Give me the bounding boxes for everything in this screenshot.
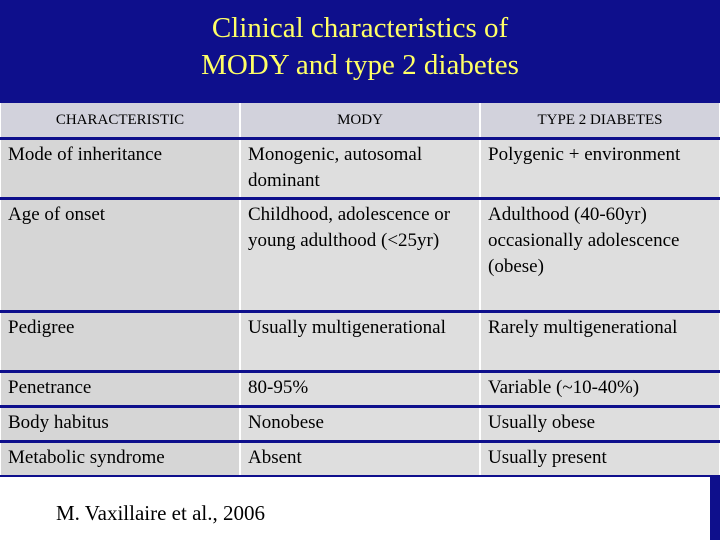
header-type2: TYPE 2 DIABETES <box>480 103 720 137</box>
cell-type2: Variable (~10-40%) <box>480 373 720 405</box>
cell-type2: Adulthood (40-60yr) occasionally adolesc… <box>480 200 720 310</box>
slide-title-line2: MODY and type 2 diabetes <box>201 49 519 81</box>
slide-title-line1: Clinical characteristics of <box>211 12 509 44</box>
slide-title: Clinical characteristics of MODY and typ… <box>0 10 720 84</box>
cell-mody: Absent <box>240 443 480 475</box>
table-row: Penetrance 80-95% Variable (~10-40%) <box>0 373 720 405</box>
cell-characteristic: Penetrance <box>0 373 240 405</box>
header-characteristic: CHARACTERISTIC <box>0 103 240 137</box>
table-row: Metabolic syndrome Absent Usually presen… <box>0 443 720 475</box>
cell-characteristic: Age of onset <box>0 200 240 310</box>
cell-mody: Monogenic, autosomal dominant <box>240 140 480 197</box>
cell-type2: Polygenic + environment <box>480 140 720 197</box>
cell-type2: Rarely multigenerational <box>480 313 720 370</box>
table-row: Age of onset Childhood, adolescence or y… <box>0 200 720 310</box>
header-mody: MODY <box>240 103 480 137</box>
table-row: Pedigree Usually multigenerational Rarel… <box>0 313 720 370</box>
cell-type2: Usually obese <box>480 408 720 440</box>
cell-characteristic: Metabolic syndrome <box>0 443 240 475</box>
cell-characteristic: Body habitus <box>0 408 240 440</box>
cell-mody: Usually multigenerational <box>240 313 480 370</box>
table-header-row: CHARACTERISTIC MODY TYPE 2 DIABETES <box>0 103 720 137</box>
cell-characteristic: Pedigree <box>0 313 240 370</box>
comparison-table-container: CHARACTERISTIC MODY TYPE 2 DIABETES Mode… <box>0 100 720 478</box>
citation: M. Vaxillaire et al., 2006 <box>56 499 273 530</box>
cell-characteristic: Mode of inheritance <box>0 140 240 197</box>
table-row: Body habitus Nonobese Usually obese <box>0 408 720 440</box>
footer-right-strip <box>710 477 720 540</box>
cell-mody: Nonobese <box>240 408 480 440</box>
cell-type2: Usually present <box>480 443 720 475</box>
cell-mody: 80-95% <box>240 373 480 405</box>
cell-mody: Childhood, adolescence or young adulthoo… <box>240 200 480 310</box>
comparison-table: CHARACTERISTIC MODY TYPE 2 DIABETES Mode… <box>0 100 720 478</box>
table-row: Mode of inheritance Monogenic, autosomal… <box>0 140 720 197</box>
